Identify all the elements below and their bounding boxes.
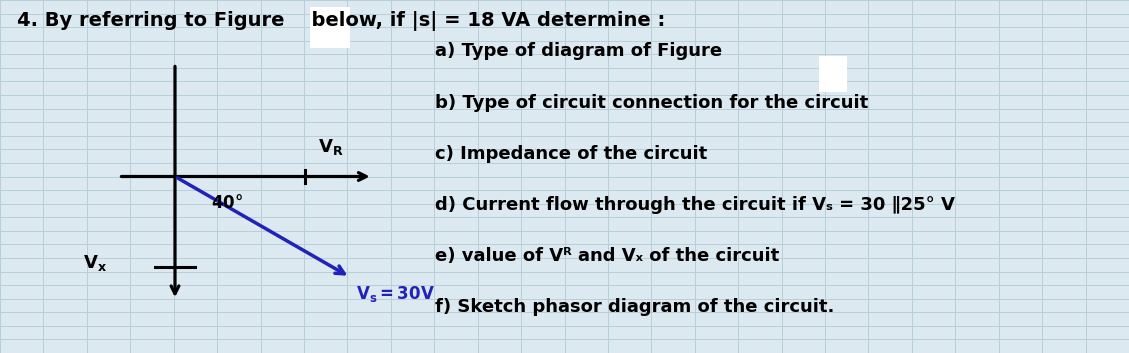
Bar — [310, 7, 350, 48]
Bar — [819, 56, 847, 92]
Text: d) Current flow through the circuit if Vₛ = 30 ∥25° V: d) Current flow through the circuit if V… — [435, 196, 954, 214]
Text: b) Type of circuit connection for the circuit: b) Type of circuit connection for the ci… — [435, 94, 868, 112]
Text: c) Impedance of the circuit: c) Impedance of the circuit — [435, 145, 707, 163]
Text: $\mathbf{V_x}$: $\mathbf{V_x}$ — [84, 253, 107, 273]
Text: e) value of Vᴿ and Vₓ of the circuit: e) value of Vᴿ and Vₓ of the circuit — [435, 247, 779, 265]
Text: $\mathbf{V_s = 30V}$: $\mathbf{V_s = 30V}$ — [356, 284, 435, 304]
Text: f) Sketch phasor diagram of the circuit.: f) Sketch phasor diagram of the circuit. — [435, 298, 834, 316]
Text: $\mathbf{V_R}$: $\mathbf{V_R}$ — [318, 137, 344, 157]
Text: $\mathbf{40°}$: $\mathbf{40°}$ — [211, 194, 243, 212]
Text: a) Type of diagram of Figure: a) Type of diagram of Figure — [435, 42, 721, 60]
Text: 4. By referring to Figure    below, if |s| = 18 VA determine :: 4. By referring to Figure below, if |s| … — [17, 11, 665, 31]
